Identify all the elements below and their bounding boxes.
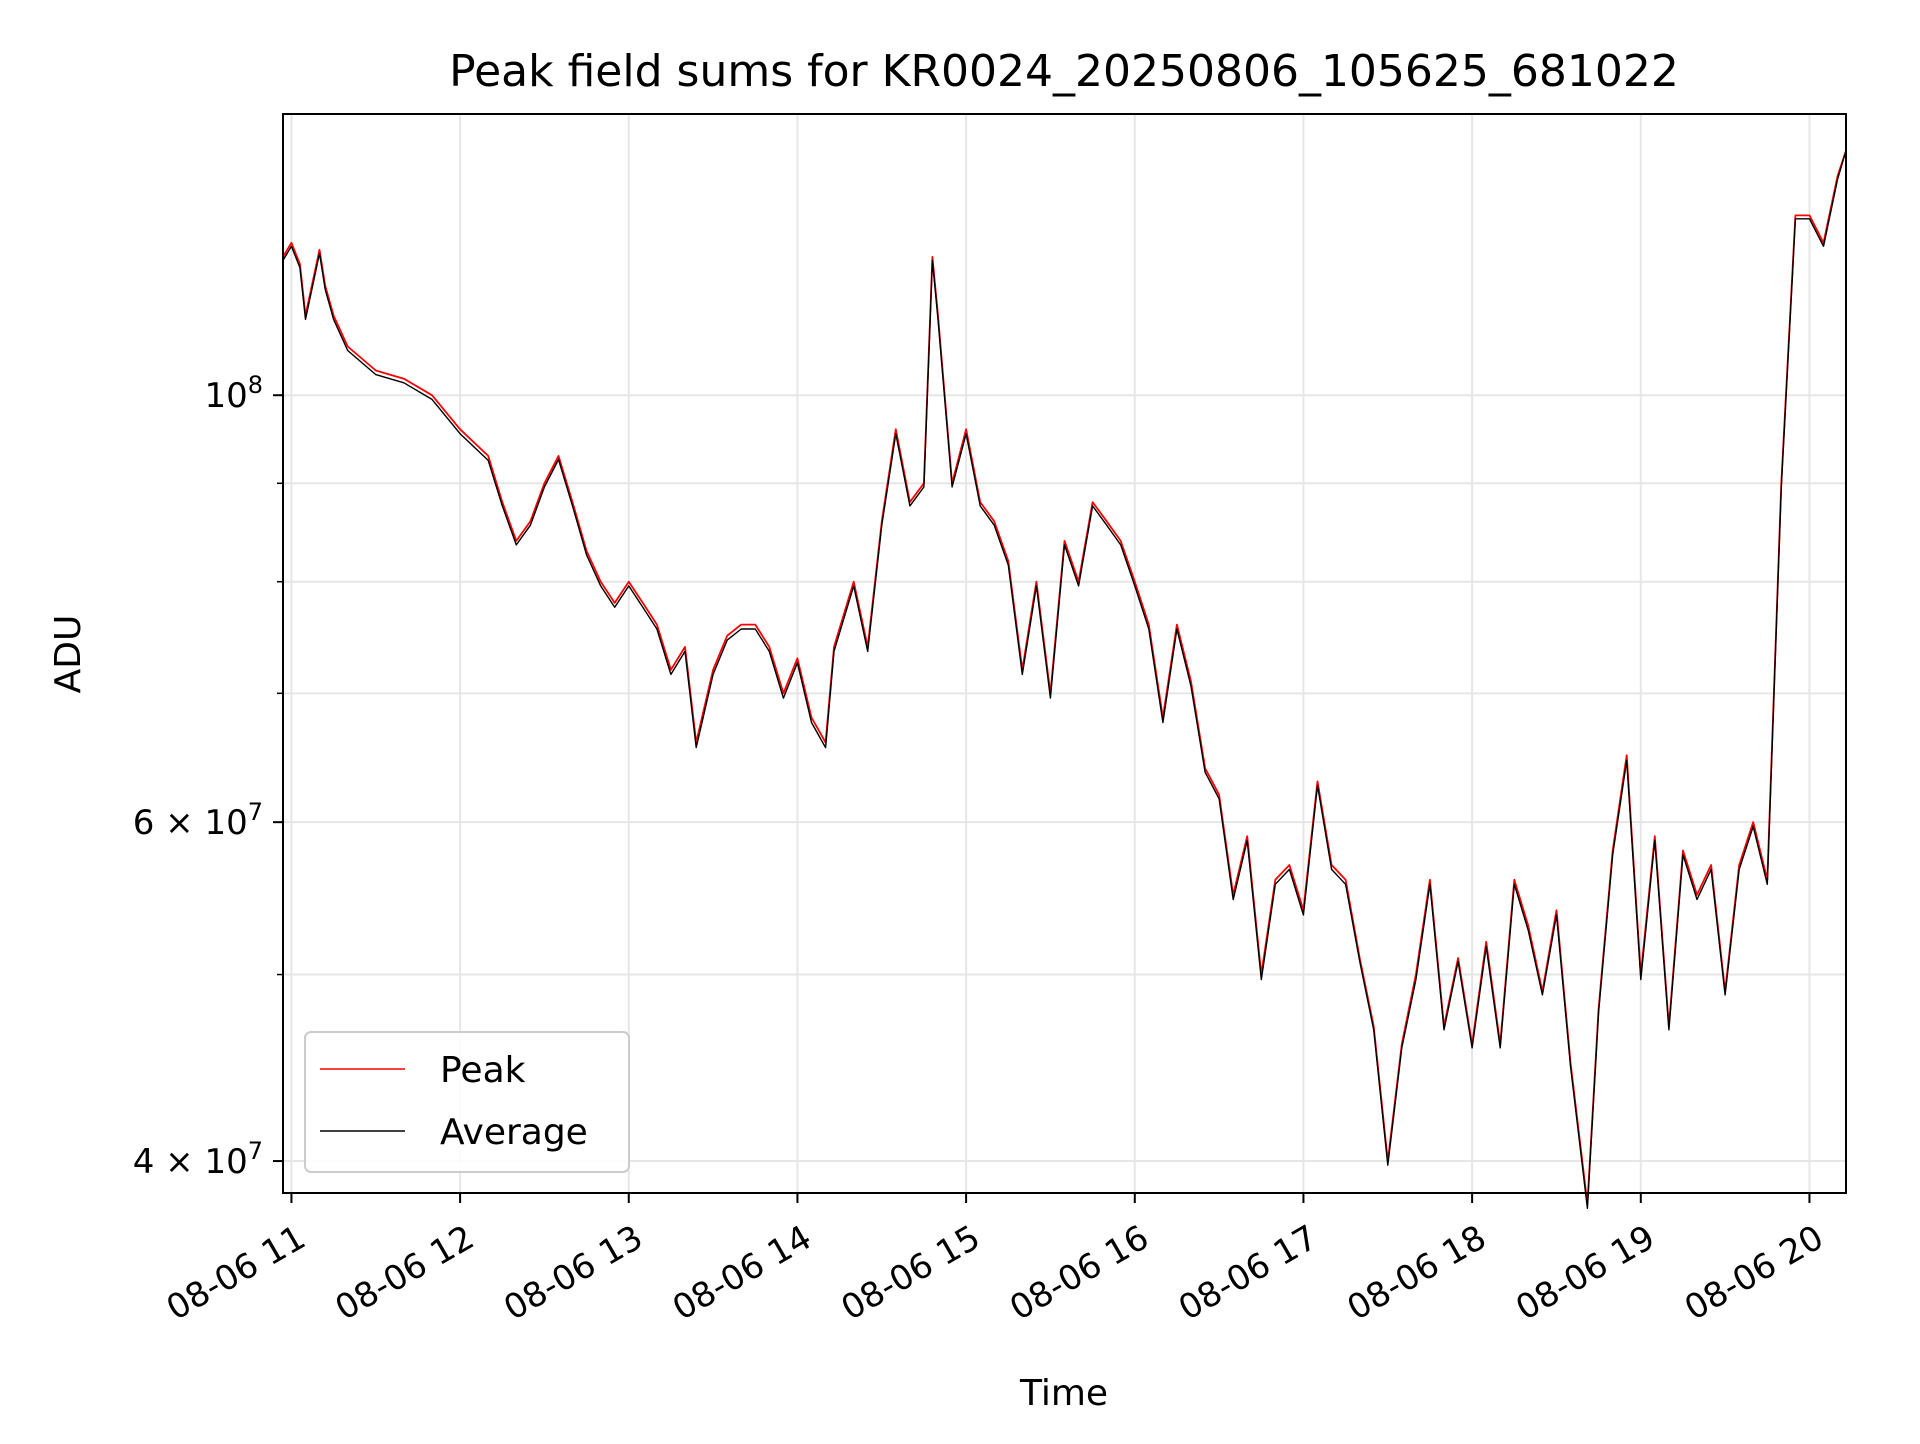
chart-title: Peak field sums for KR0024_20250806_1056… [449, 46, 1679, 97]
legend: Peak Average [304, 1031, 630, 1173]
series-lines [282, 150, 1847, 1209]
y-tick-label: 6 × 107 [133, 798, 263, 843]
y-tick-label: 108 [204, 371, 263, 416]
legend-average-label: Average [440, 1112, 588, 1153]
plot-frame [282, 113, 1847, 1194]
y-axis-ticks: 108 6 × 107 4 × 107 [133, 371, 283, 1182]
y-tick-label: 4 × 107 [133, 1137, 263, 1182]
grid-lines [283, 114, 1846, 1193]
series-line-average [282, 150, 1847, 1209]
legend-box [304, 1031, 630, 1173]
y-axis-label: ADU [48, 615, 89, 694]
x-axis-label: Time [1019, 1373, 1108, 1414]
legend-peak-label: Peak [440, 1050, 526, 1091]
